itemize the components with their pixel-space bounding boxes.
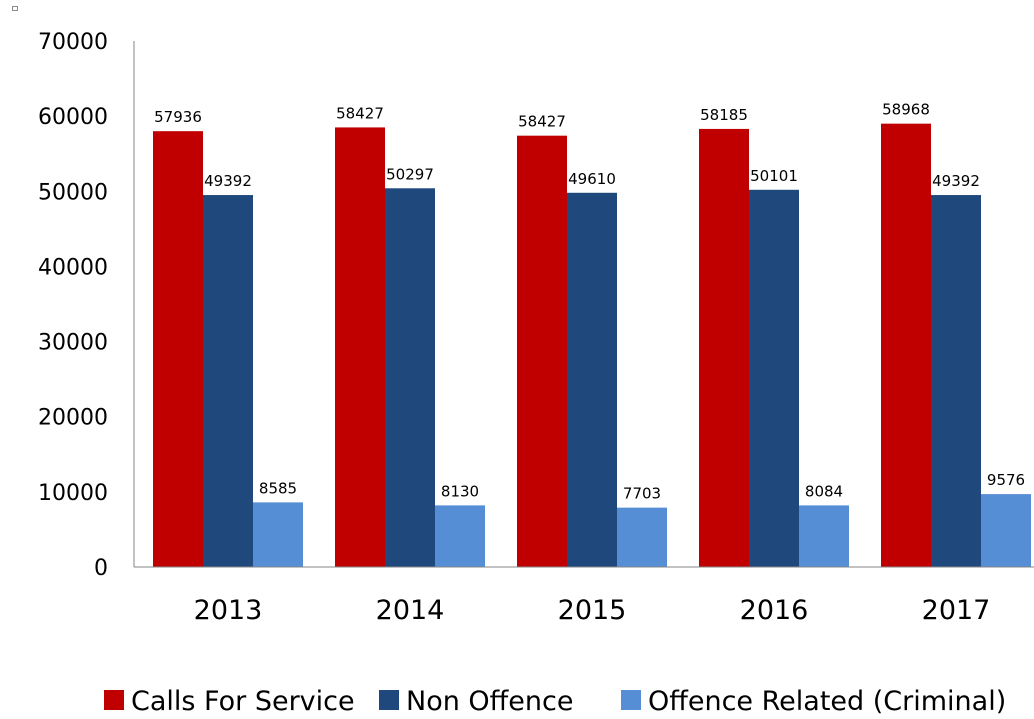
y-axis-ticks: 0 10000 20000 30000 40000 50000 60000 70000: [38, 30, 108, 581]
bar: [385, 188, 435, 567]
data-label: 50101: [750, 167, 798, 185]
bar: [981, 494, 1031, 567]
bar: [931, 195, 981, 568]
bar: [749, 189, 799, 568]
data-label: 58427: [518, 113, 566, 131]
data-label: 7703: [623, 485, 661, 503]
x-axis-ticks: 2013 2014 2015 2016 2017: [194, 595, 991, 626]
y-tick-label: 30000: [38, 331, 108, 356]
legend-swatch: [621, 690, 641, 710]
data-label: 8084: [805, 482, 843, 500]
legend: Calls For Service Non Offence Offence Rela…: [104, 686, 1006, 717]
bar: [517, 135, 567, 567]
x-tick-label: 2015: [558, 595, 627, 626]
y-tick-label: 50000: [38, 180, 108, 205]
data-label: 9576: [987, 471, 1025, 489]
y-tick-label: 0: [94, 556, 108, 581]
x-tick-label: 2017: [922, 595, 991, 626]
y-tick-label: 40000: [38, 255, 108, 280]
bar: [699, 128, 749, 567]
data-label: 50297: [386, 165, 434, 183]
x-tick-label: 2016: [740, 595, 809, 626]
bar: [881, 123, 931, 568]
legend-swatch: [104, 690, 124, 710]
data-label: 8130: [441, 482, 479, 500]
data-label: 57936: [154, 108, 202, 126]
data-label: 58968: [882, 101, 930, 119]
data-label: 58427: [336, 104, 384, 122]
legend-label: Non Offence: [406, 686, 573, 717]
data-label: 58185: [700, 106, 748, 124]
bar: [335, 127, 385, 568]
corner-marker: [12, 6, 18, 11]
legend-label: Calls For Service: [131, 686, 355, 717]
x-tick-label: 2013: [194, 595, 263, 626]
data-label: 8585: [259, 479, 297, 497]
y-tick-label: 20000: [38, 406, 108, 431]
legend-swatch: [379, 690, 399, 710]
bar: [799, 505, 849, 567]
bar: [617, 507, 667, 567]
data-label: 49392: [204, 172, 252, 190]
bar: [253, 502, 303, 567]
y-tick-label: 70000: [38, 30, 108, 55]
legend-label: Offence Related (Criminal): [648, 686, 1006, 717]
data-label: 49610: [568, 170, 616, 188]
y-tick-label: 60000: [38, 105, 108, 130]
bar: [153, 131, 203, 567]
bar: [435, 505, 485, 567]
bar: [567, 192, 617, 567]
bar: [203, 195, 253, 568]
x-tick-label: 2014: [376, 595, 445, 626]
data-labels: 57936 49392 8585 58427 50297 8130 58427 49610 77…: [154, 101, 1025, 503]
data-label: 49392: [932, 172, 980, 190]
bars: [153, 123, 1031, 568]
y-tick-label: 10000: [38, 481, 108, 506]
